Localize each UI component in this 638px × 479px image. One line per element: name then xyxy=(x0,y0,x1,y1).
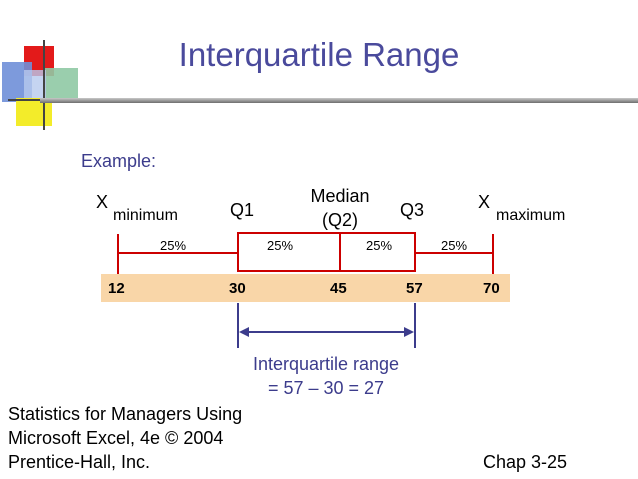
source-line3: Prentice-Hall, Inc. xyxy=(8,452,151,472)
iqr-caption: Interquartile range = 57 – 30 = 27 xyxy=(216,352,436,400)
source-line1: Statistics for Managers Using xyxy=(8,404,243,424)
values-bar xyxy=(101,274,510,302)
xmax-subscript: maximum xyxy=(496,207,566,224)
source-citation: Statistics for Managers Using Microsoft … xyxy=(8,402,242,474)
slide-title: Interquartile Range xyxy=(178,36,460,73)
value-q1: 30 xyxy=(229,280,246,297)
xmin-subscript: minimum xyxy=(113,207,178,224)
iqr-caption-line2: = 57 – 30 = 27 xyxy=(267,378,385,398)
source-line2: Microsoft Excel, 4e © 2004 xyxy=(8,428,224,448)
percent-segment-4: 25% xyxy=(441,238,468,253)
value-median: 45 xyxy=(330,280,347,297)
iqr-arrow-right-head xyxy=(404,327,414,337)
q3-label: Q3 xyxy=(400,200,425,220)
page-number: Chap 3-25 xyxy=(483,452,568,472)
iqr-caption-line1: Interquartile range xyxy=(252,354,400,374)
median-line2: (Q2) xyxy=(322,210,358,230)
percent-segment-3: 25% xyxy=(366,238,393,253)
example-label: Example: xyxy=(81,151,157,171)
value-q3: 57 xyxy=(406,280,423,297)
percent-segment-2: 25% xyxy=(267,238,294,253)
median-line1: Median xyxy=(310,186,370,206)
percent-segment-1: 25% xyxy=(160,238,187,253)
xmax-symbol: X xyxy=(478,192,491,212)
value-min: 12 xyxy=(108,280,125,297)
median-label: Median (Q2) xyxy=(300,184,380,232)
xmin-symbol: X xyxy=(96,192,109,212)
iqr-arrow-left-head xyxy=(239,327,249,337)
title-divider xyxy=(40,98,638,103)
iqr-box xyxy=(237,232,416,272)
value-max: 70 xyxy=(483,280,500,297)
q1-label: Q1 xyxy=(230,200,255,220)
